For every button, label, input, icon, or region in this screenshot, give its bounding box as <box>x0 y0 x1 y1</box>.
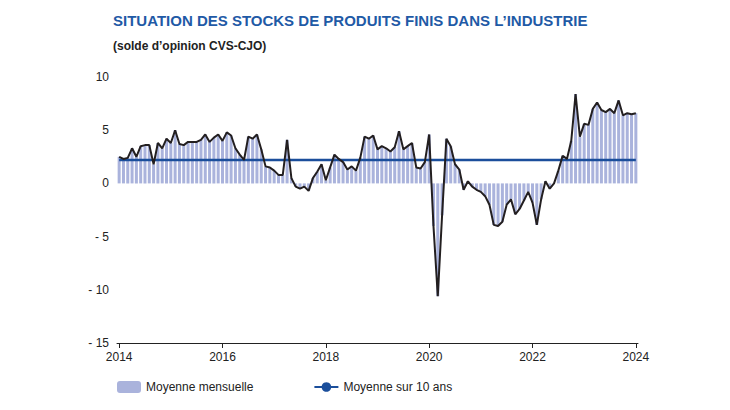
svg-text:5: 5 <box>102 123 109 137</box>
svg-text:Moyenne mensuelle: Moyenne mensuelle <box>146 380 254 394</box>
svg-text:2024: 2024 <box>622 350 649 364</box>
svg-text:- 5: - 5 <box>95 230 109 244</box>
svg-text:0: 0 <box>102 176 109 190</box>
svg-text:2020: 2020 <box>416 350 443 364</box>
svg-text:2016: 2016 <box>209 350 236 364</box>
svg-text:2014: 2014 <box>106 350 133 364</box>
svg-text:SITUATION DES STOCKS DE PRODUI: SITUATION DES STOCKS DE PRODUITS FINIS D… <box>113 12 588 29</box>
svg-text:2022: 2022 <box>519 350 546 364</box>
svg-text:2018: 2018 <box>312 350 339 364</box>
svg-text:- 15: - 15 <box>88 336 109 350</box>
svg-text:(solde d’opinion CVS-CJO): (solde d’opinion CVS-CJO) <box>113 39 266 53</box>
svg-text:- 10: - 10 <box>88 283 109 297</box>
svg-text:Moyenne sur 10 ans: Moyenne sur 10 ans <box>343 380 452 394</box>
svg-text:10: 10 <box>96 70 110 84</box>
